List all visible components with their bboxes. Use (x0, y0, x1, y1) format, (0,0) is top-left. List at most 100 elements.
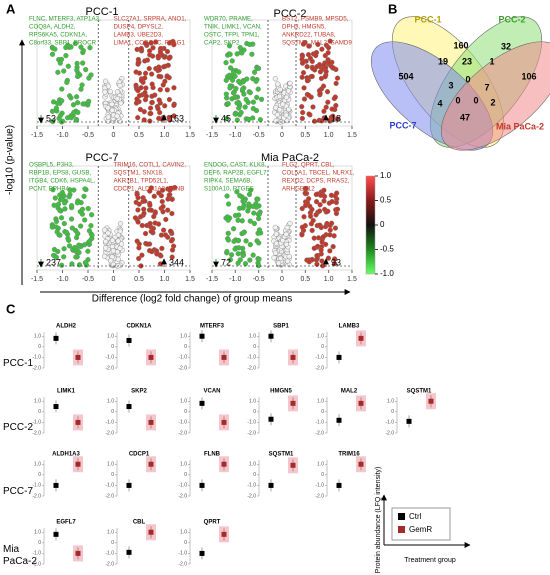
point-dot (105, 114, 111, 120)
point-dot (65, 42, 71, 48)
point-dot (240, 86, 246, 92)
point-dot (250, 115, 256, 121)
point-dot (330, 244, 336, 250)
point-dot (87, 238, 93, 244)
point-dot (80, 60, 86, 66)
point-dot (142, 198, 148, 204)
point-dot (320, 62, 327, 68)
point-dot (235, 217, 241, 223)
point-dot (79, 206, 86, 212)
colorbar-label: 0 (380, 220, 385, 229)
point-dot (63, 53, 69, 59)
y-tick-label: 1.0 (34, 334, 41, 340)
point-dot (306, 111, 312, 117)
y-tick-label: 0 (38, 472, 41, 478)
y-tick-label: -2.0 (105, 430, 114, 436)
point-dot (148, 207, 154, 213)
point-dot (283, 231, 289, 237)
row-label: Mia PaCa-2 (3, 544, 37, 567)
venn-count: 2 (490, 97, 495, 107)
y-tick-label: -1.0 (32, 483, 41, 489)
y-tick-label: 0 (321, 344, 324, 350)
point-dot (334, 190, 340, 196)
point-dot (241, 230, 247, 236)
venn-set-label: Mia PaCa-2 (496, 121, 544, 131)
point-dot (155, 221, 162, 227)
point-dot (171, 113, 177, 119)
gene-name: VCAN (203, 389, 220, 395)
point-dot (302, 202, 309, 209)
point-dot (160, 203, 166, 210)
row-label: PCC-2 (3, 422, 34, 433)
venn-count: 3 (448, 80, 453, 90)
mean-marker (221, 419, 227, 425)
point-dot (272, 250, 279, 256)
mean-marker (126, 482, 132, 488)
point-dot (105, 83, 112, 89)
point-dot (85, 248, 91, 254)
y-tick-label: -1.0 (105, 551, 114, 557)
point-dot (317, 202, 323, 208)
point-dot (63, 229, 70, 235)
y-tick-label: -1.0 (32, 551, 41, 557)
y-tick-label: -1.0 (315, 355, 324, 361)
point-dot (49, 108, 56, 114)
mean-marker (336, 482, 342, 488)
y-tick-label: -1.0 (315, 420, 324, 426)
point-dot (301, 96, 308, 102)
point-dot (156, 67, 162, 73)
point-dot (256, 215, 262, 222)
legend-label: GemR (409, 525, 432, 534)
x-tick-label: -0.5 (253, 276, 265, 283)
venn-diagram (370, 16, 550, 151)
point-dot (307, 213, 314, 219)
point-dot (333, 199, 339, 206)
point-dot (137, 106, 143, 113)
x-tick-label: -1.0 (229, 276, 241, 283)
point-dot (102, 227, 108, 233)
y-tick-label: -1.0 (105, 483, 114, 489)
point-dot (66, 194, 72, 200)
venn-count: 4 (437, 98, 442, 108)
point-dot (255, 86, 261, 92)
point-dot (102, 253, 108, 259)
point-dot (223, 60, 229, 66)
point-dot (109, 237, 116, 243)
gene-list: COL5A1, TBCEL, NLRX1, (282, 170, 354, 177)
point-dot (250, 252, 256, 258)
point-dot (254, 94, 260, 101)
point-dot (274, 112, 280, 118)
point-dot (135, 219, 141, 225)
x-tick-label: 1.0 (324, 132, 334, 139)
point-dot (74, 94, 80, 100)
point-dot (142, 58, 148, 64)
mean-marker (199, 482, 205, 488)
point-dot (83, 259, 89, 266)
gene-list: AKR1B1, TPD52L1, (114, 178, 169, 185)
point-dot (233, 86, 239, 92)
point-dot (155, 53, 161, 59)
gene-list: OSBPL5, P3H3, (29, 162, 74, 169)
point-dot (247, 242, 253, 248)
point-dot (225, 201, 232, 207)
point-dot (110, 261, 116, 268)
point-dot (276, 93, 283, 100)
gene-name: FLNB (204, 452, 221, 458)
gene-list: C8orf33, SBP1, PROCR (29, 40, 97, 47)
point-dot (227, 85, 233, 91)
x-tick-label: 0.5 (300, 276, 310, 283)
point-dot (239, 50, 245, 56)
point-dot (86, 228, 92, 234)
venn-count: 7 (484, 82, 489, 92)
x-tick-label: 0 (280, 132, 284, 139)
down-count: 237 (46, 257, 61, 267)
point-dot (159, 245, 165, 251)
point-dot (142, 40, 149, 47)
point-dot (334, 206, 341, 212)
point-dot (86, 98, 92, 104)
point-dot (241, 198, 248, 204)
gene-name: SQSTM1 (269, 452, 294, 458)
point-dot (302, 190, 308, 196)
gene-list: BST2, PSMB9, MPSD5, (282, 16, 349, 23)
mean-marker (290, 354, 296, 360)
